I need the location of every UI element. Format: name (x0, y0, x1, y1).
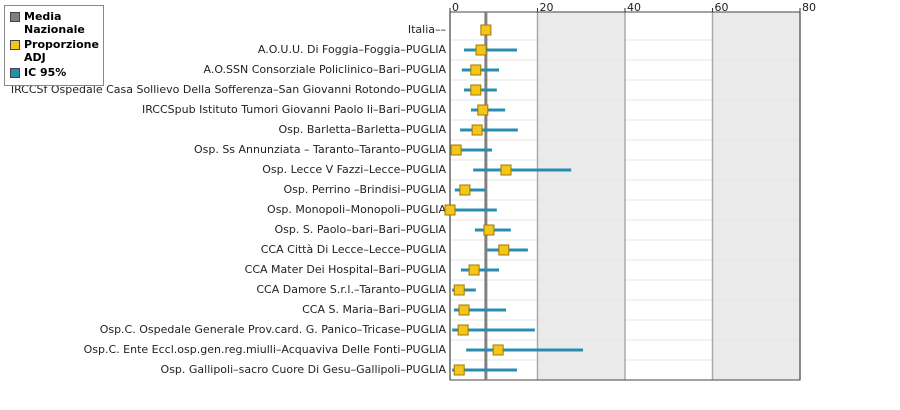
x-tick-label: 0 (452, 1, 459, 14)
shaded-band (712, 12, 800, 380)
x-tick-label: 40 (627, 1, 641, 14)
point (492, 344, 504, 356)
point (498, 244, 510, 256)
point (453, 364, 465, 376)
point (457, 324, 469, 336)
legend-swatch (10, 40, 20, 50)
point (470, 84, 482, 96)
legend-swatch (10, 12, 20, 22)
point (444, 204, 456, 216)
legend-label: Media Nazionale (24, 10, 85, 36)
category-label: Osp. Barletta–Barletta–PUGLIA (279, 123, 447, 136)
legend-item: Media Nazionale (8, 10, 100, 36)
category-label: Osp. S. Paolo–bari–Bari–PUGLIA (274, 223, 446, 236)
legend-item: IC 95% (8, 66, 100, 79)
category-label: Osp. Lecce V Fazzi–Lecce–PUGLIA (262, 163, 446, 176)
point (470, 64, 482, 76)
category-label: Osp.C. Ente Eccl.osp.gen.reg.miulli–Acqu… (84, 343, 447, 356)
legend-item: Proporzione ADJ (8, 38, 100, 64)
category-label: Italia–– (408, 23, 446, 36)
point (483, 224, 495, 236)
legend-label: IC 95% (24, 66, 67, 79)
point (453, 284, 465, 296)
x-tick-label: 60 (715, 1, 729, 14)
point (500, 164, 512, 176)
legend-label: Proporzione ADJ (24, 38, 99, 64)
legend: Media Nazionale Proporzione ADJ IC 95% (4, 5, 104, 86)
point (459, 184, 471, 196)
category-label: IRCCSf Ospedale Casa Sollievo Della Soff… (11, 83, 447, 96)
shaded-band (537, 12, 625, 380)
category-label: CCA Mater Dei Hospital–Bari–PUGLIA (245, 263, 447, 276)
category-label: Osp. Perrino –Brindisi–PUGLIA (283, 183, 446, 196)
plot-frame (449, 11, 801, 381)
point (477, 104, 489, 116)
point (480, 24, 492, 36)
point (468, 264, 480, 276)
x-tick-label: 80 (802, 1, 816, 14)
category-label: CCA Città Di Lecce–Lecce–PUGLIA (261, 243, 447, 256)
category-label: Osp.C. Ospedale Generale Prov.card. G. P… (100, 323, 447, 336)
point (450, 144, 462, 156)
category-label: CCA Damore S.r.l.–Taranto–PUGLIA (256, 283, 446, 296)
category-label: Osp. Monopoli–Monopoli–PUGLIA (267, 203, 446, 216)
category-label: Osp. Gallipoli–sacro Cuore Di Gesu–Galli… (161, 363, 447, 376)
category-label: A.O.SSN Consorziale Policlinico–Bari–PUG… (203, 63, 446, 76)
point (458, 304, 470, 316)
category-label: A.O.U.U. Di Foggia–Foggia–PUGLIA (258, 43, 447, 56)
category-label: CCA S. Maria–Bari–PUGLIA (302, 303, 446, 316)
point (471, 124, 483, 136)
category-label: IRCCSpub Istituto Tumori Giovanni Paolo … (142, 103, 447, 116)
legend-swatch (10, 68, 20, 78)
category-label: Osp. Ss Annunziata – Taranto–Taranto–PUG… (194, 143, 447, 156)
point (475, 44, 487, 56)
x-tick-label: 20 (540, 1, 554, 14)
